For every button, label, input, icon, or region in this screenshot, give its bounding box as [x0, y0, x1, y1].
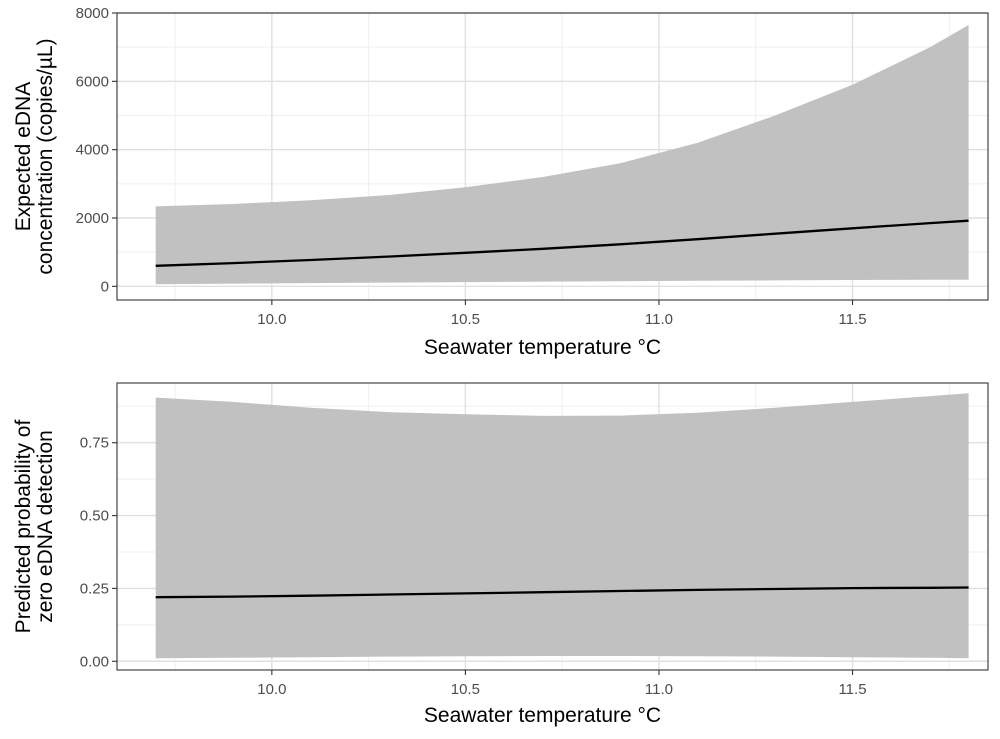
y-axis-title-line: Predicted probability of [12, 420, 35, 634]
confidence-ribbon [155, 25, 969, 285]
panel-border [116, 12, 989, 301]
x-tick-label: 11.0 [645, 681, 673, 698]
y-tick-label: 0.50 [80, 508, 109, 525]
x-tick-label: 11.5 [838, 311, 866, 328]
confidence-ribbon [155, 393, 969, 659]
y-axis-title-line: zero eDNA detection [34, 430, 57, 623]
x-axis-title: Seawater temperature °C [424, 704, 661, 727]
x-tick-label: 11.0 [645, 311, 673, 328]
y-tick-label: 0 [101, 278, 109, 295]
x-tick-label: 11.5 [838, 681, 866, 698]
y-tick-label: 0.25 [80, 580, 109, 597]
x-axis-title: Seawater temperature °C [424, 336, 661, 359]
chart-expected-concentration: 10.0 10.5 11.0 11.5 0 2000 4000 6000 8000 Seawate… [12, 5, 989, 359]
y-axis-title-line: Expected eDNA [12, 82, 35, 231]
expected-concentration-line [155, 219, 969, 267]
y-tick-label: 8000 [76, 5, 109, 22]
y-axis-title-line: concentration (copies/µL) [34, 38, 57, 274]
y-tick-label: 0.75 [80, 435, 109, 452]
y-axis-title: Predicted probability ofzero eDNA detect… [12, 420, 57, 634]
y-tick-label: 2000 [76, 210, 109, 227]
y-tick-label: 4000 [76, 142, 109, 159]
axes: 10.0 10.5 11.0 11.5 0 2000 4000 6000 8000 Seawate… [12, 5, 867, 359]
axes: 10.0 10.5 11.0 11.5 0.00 0.25 0.50 0.75 Seawater… [12, 420, 867, 727]
chart-zero-detection-probability: 10.0 10.5 11.0 11.5 0.00 0.25 0.50 0.75 Seawater… [12, 382, 989, 727]
zero-detection-probability-line [155, 586, 969, 599]
x-tick-label: 10.5 [451, 681, 480, 698]
panel-border [116, 382, 989, 671]
x-tick-label: 10.0 [257, 311, 286, 328]
y-tick-label: 6000 [76, 73, 109, 90]
x-tick-label: 10.0 [257, 681, 286, 698]
x-tick-label: 10.5 [451, 311, 480, 328]
y-tick-label: 0.00 [80, 653, 109, 670]
y-axis-title: Expected eDNAconcentration (copies/µL) [12, 38, 57, 274]
